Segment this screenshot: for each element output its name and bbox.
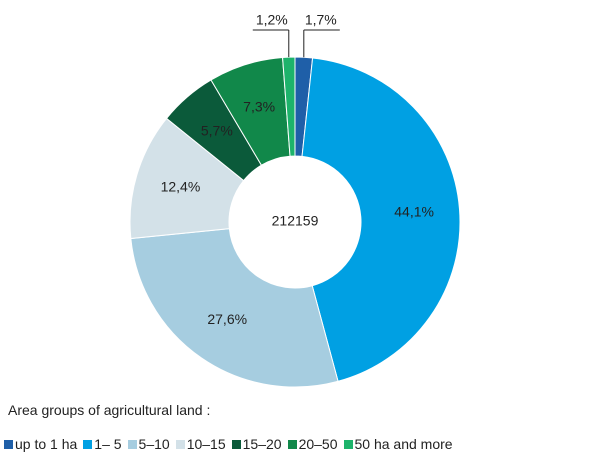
legend-label: up to 1 ha: [15, 436, 78, 452]
legend-label: 20–50: [298, 436, 338, 452]
legend-swatch: [175, 439, 185, 449]
legend-swatch: [287, 439, 297, 449]
legend-label: 10–15: [186, 436, 226, 452]
legend-item: up to 1 ha: [4, 436, 77, 452]
legend-swatch: [4, 439, 13, 449]
legend-swatch: [343, 439, 353, 449]
legend-item: 10–15: [175, 436, 226, 452]
slice-label: 44,1%: [394, 203, 434, 219]
slice-label: 1,7%: [305, 12, 337, 28]
legend: up to 1 ha 1– 5 5–10 10–15 15–20 20–50 50 ha a…: [4, 436, 453, 452]
center-label: 212159: [272, 213, 319, 229]
legend-item: 5–10: [127, 436, 170, 452]
slice: [301, 57, 461, 382]
slice: [282, 56, 296, 157]
legend-swatch: [231, 439, 241, 449]
legend-item: 15–20: [231, 436, 282, 452]
legend-title: Area groups of agricultural land :: [8, 402, 211, 418]
legend-label: 15–20: [242, 436, 282, 452]
legend-label: 1– 5: [94, 436, 122, 452]
legend-item: 50 ha and more: [343, 436, 453, 452]
legend-swatch: [83, 439, 93, 449]
slice-label: 7,3%: [243, 99, 275, 115]
slice-label: 27,6%: [207, 311, 247, 327]
legend-label: 5–10: [138, 436, 170, 452]
legend-item: 1– 5: [83, 436, 122, 452]
slice-label: 1,2%: [256, 12, 288, 28]
legend-item: 20–50: [287, 436, 338, 452]
legend-label: 50 ha and more: [354, 436, 453, 452]
legend-swatch: [127, 439, 137, 449]
chart: 212159 1,7% 44,1% 27,6% 12,4% 5,7% 7,3% 1,2%: [129, 12, 461, 388]
slice: [129, 117, 245, 240]
slice-label: 12,4%: [161, 179, 201, 195]
slice-label: 5,7%: [201, 122, 233, 138]
slice: [130, 228, 339, 388]
